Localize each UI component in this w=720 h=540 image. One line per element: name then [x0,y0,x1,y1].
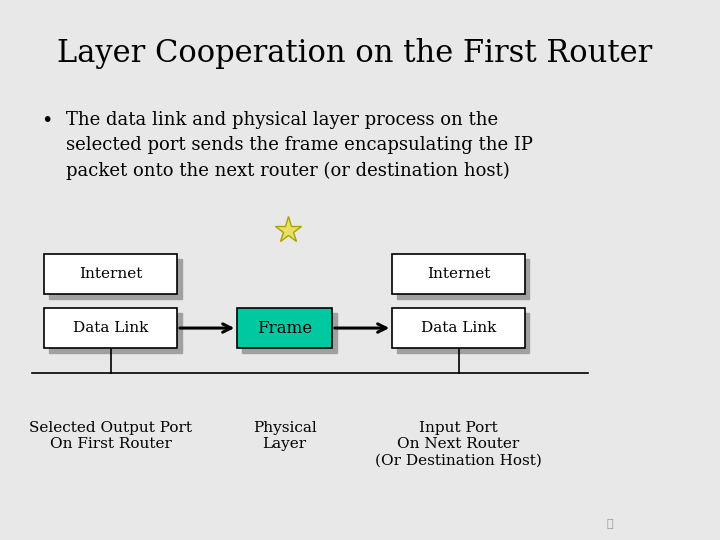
Text: Selected Output Port
On First Router: Selected Output Port On First Router [30,421,192,451]
Text: Internet: Internet [79,267,143,281]
Text: Frame: Frame [257,320,312,336]
Text: Internet: Internet [427,267,490,281]
FancyBboxPatch shape [392,308,525,348]
Text: Input Port
On Next Router
(Or Destination Host): Input Port On Next Router (Or Destinatio… [375,421,542,468]
FancyBboxPatch shape [49,259,181,299]
Text: The data link and physical layer process on the
selected port sends the frame en: The data link and physical layer process… [66,111,534,180]
FancyBboxPatch shape [237,308,332,348]
FancyBboxPatch shape [242,313,336,353]
Text: •: • [41,111,53,130]
FancyBboxPatch shape [397,259,529,299]
Text: Data Link: Data Link [73,321,148,335]
Text: 🔈: 🔈 [607,519,613,529]
Text: Layer Cooperation on the First Router: Layer Cooperation on the First Router [57,38,652,69]
Text: Physical
Layer: Physical Layer [253,421,317,451]
FancyBboxPatch shape [392,254,525,294]
Text: Data Link: Data Link [421,321,496,335]
FancyBboxPatch shape [44,308,177,348]
FancyBboxPatch shape [397,313,529,353]
FancyBboxPatch shape [49,313,181,353]
FancyBboxPatch shape [44,254,177,294]
